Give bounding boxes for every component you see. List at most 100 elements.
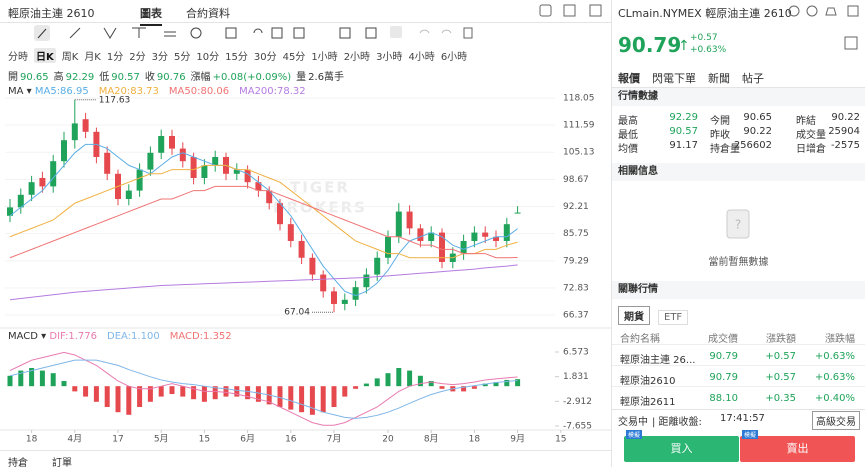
candle-body xyxy=(341,299,348,304)
x-tick-label: 15 xyxy=(555,435,566,445)
period[interactable]: 30分 xyxy=(253,52,277,63)
chart: TIGER BROKERS 118.05 111.59 105.13 98.67 92.21… xyxy=(0,93,611,445)
macd-bar xyxy=(137,386,143,407)
period[interactable]: 周K xyxy=(61,52,79,63)
md-value: 91.17 xyxy=(669,140,698,151)
quote-tab[interactable]: 新聞 xyxy=(708,72,730,85)
drawing-toolbar xyxy=(34,25,473,41)
quote-tab[interactable]: 帖子 xyxy=(742,72,764,85)
y-tick-label: 118.05 xyxy=(563,93,595,103)
y-tick-label: 98.67 xyxy=(563,175,589,185)
period[interactable]: 6小時 xyxy=(440,52,468,63)
macd-line xyxy=(9,351,518,426)
candle-body xyxy=(28,182,35,195)
candle-body xyxy=(298,240,305,258)
x-tick-label: 17 xyxy=(112,435,123,445)
candle-body xyxy=(514,212,521,214)
macd-bar xyxy=(83,386,89,397)
ma-line xyxy=(9,264,518,301)
candle-body xyxy=(374,257,381,275)
ma-line xyxy=(9,143,518,297)
macd-bar xyxy=(212,386,218,400)
candle-body xyxy=(125,190,132,199)
md-label: 昨收 xyxy=(710,130,730,141)
tab-contract[interactable]: 合約資料 xyxy=(186,7,230,20)
table-header: 漲跌額 xyxy=(766,334,796,345)
period[interactable]: 5分 xyxy=(174,52,191,63)
candle-body xyxy=(309,257,316,275)
quote-pane: CLmain.NYMEX 輕原油主連 2610 90.79 ↑ +0.57 +0… xyxy=(612,0,865,467)
legend-entry: MACD:1.352 xyxy=(169,331,232,342)
md-value: 90.22 xyxy=(743,126,772,137)
period[interactable]: 月K xyxy=(84,52,101,63)
macd-bar xyxy=(93,386,99,402)
period[interactable]: 3小時 xyxy=(376,52,403,63)
quote-tab[interactable]: 報價 xyxy=(618,72,640,89)
candle-body xyxy=(417,228,424,241)
price-change: +0.57 xyxy=(690,33,718,43)
candle-body xyxy=(17,194,24,208)
ohlc-label: 低 xyxy=(99,72,110,83)
period[interactable]: 45分 xyxy=(282,52,306,63)
md-value: 90.57 xyxy=(669,126,698,137)
buy-button[interactable]: 買入 xyxy=(624,436,739,462)
price-arrow: ↑ xyxy=(678,38,690,54)
macd-bar xyxy=(515,379,521,387)
period[interactable]: 4小時 xyxy=(408,52,435,63)
period[interactable]: 2小時 xyxy=(343,52,371,63)
expand-icon[interactable] xyxy=(844,36,858,50)
period[interactable]: 1小時 xyxy=(311,52,338,63)
period[interactable]: 10分 xyxy=(196,52,220,63)
candle-body xyxy=(395,211,402,237)
quote-tab[interactable]: 閃電下單 xyxy=(652,72,696,85)
macd-label[interactable]: MACD xyxy=(8,331,38,342)
ma-label[interactable]: MA xyxy=(8,86,24,97)
candle-body xyxy=(320,274,327,292)
related-tab[interactable]: ETF xyxy=(658,310,689,325)
macd-bar xyxy=(29,367,35,387)
period[interactable]: 日K xyxy=(34,48,56,63)
watermark: BROKERS xyxy=(273,199,367,217)
candle-body xyxy=(255,182,262,191)
tab-symbol[interactable]: 輕原油主連 2610 xyxy=(8,7,95,20)
macd-bar xyxy=(191,386,197,400)
y-tick-label: 79.29 xyxy=(563,256,589,266)
y-tick-label: 66.37 xyxy=(563,311,589,321)
sell-button[interactable]: 賣出 xyxy=(740,436,855,462)
tab-positions[interactable]: 持倉 xyxy=(8,458,28,467)
candle-body xyxy=(471,232,478,241)
chart-pane: 輕原油主連 2610 圖表 合約資料 分時 日K 周K 月K 1分 2分 3分 5分 10分 15… xyxy=(0,0,612,467)
svg-text:?: ? xyxy=(735,218,741,232)
macd-bar xyxy=(61,380,67,387)
candle-body xyxy=(482,232,489,237)
md-label: 成交量 xyxy=(796,130,826,141)
md-label: 最高 xyxy=(618,116,638,127)
candle-body xyxy=(212,156,219,166)
x-tick-label: 6月 xyxy=(240,434,255,445)
macd-bar xyxy=(39,370,45,387)
x-tick-label: 5月 xyxy=(154,434,169,445)
tab-chart[interactable]: 圖表 xyxy=(140,5,162,26)
advanced-trade[interactable]: 高級交易 xyxy=(812,411,860,430)
section-related-quotes: 關聯行情 xyxy=(612,281,865,299)
period[interactable]: 2分 xyxy=(129,52,146,63)
macd-bar xyxy=(147,386,153,402)
y-tick-label: -2.912 xyxy=(563,397,592,407)
macd-bar xyxy=(342,386,348,397)
related-tab[interactable]: 期貨 xyxy=(618,306,650,325)
period[interactable]: 分時 xyxy=(8,52,28,63)
candle-body xyxy=(71,123,78,141)
x-tick-label: 8月 xyxy=(424,434,439,445)
period[interactable]: 1分 xyxy=(106,52,124,63)
row-divider xyxy=(612,344,865,345)
table-cell: 90.79 xyxy=(709,372,738,383)
table-cell: +0.63% xyxy=(814,351,855,362)
tab-orders[interactable]: 訂單 xyxy=(52,458,72,467)
macd-bar xyxy=(18,370,24,387)
macd-bar xyxy=(407,370,413,387)
period[interactable]: 3分 xyxy=(151,52,168,63)
candle-body xyxy=(287,224,294,241)
ohlc-bar: 開 90.65 高 92.29 低 90.57 收 90.76 漲幅 +0.08(+0.09%) 量… xyxy=(8,68,349,83)
period[interactable]: 15分 xyxy=(225,52,248,63)
macd-bar xyxy=(428,380,434,387)
